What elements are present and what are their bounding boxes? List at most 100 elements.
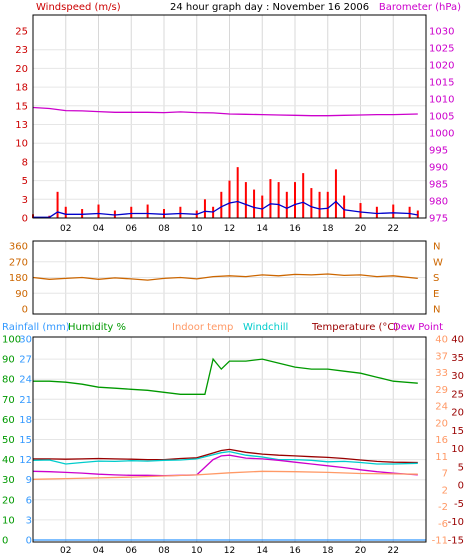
direction-tick-270: 270 — [9, 257, 28, 268]
temp-inner-tick-20: 20 — [435, 418, 448, 429]
temp-tick-20: 20 — [451, 408, 464, 419]
humidity-tick-10: 10 — [2, 515, 15, 526]
temp-inner-tick-7: 7 — [442, 469, 448, 480]
baro-tick-980: 980 — [429, 197, 448, 208]
temp-tick-30: 30 — [451, 371, 464, 382]
wind-baro-series — [32, 106, 419, 218]
temp-humidity-frame — [32, 336, 427, 543]
humidity-line — [33, 357, 418, 395]
legend-humidity: Humidity % — [68, 322, 126, 333]
direction-degree-labels: 360 270 180 90 0 — [9, 242, 28, 316]
baro-tick-985: 985 — [429, 180, 448, 191]
humidity-tick-20: 20 — [2, 495, 15, 506]
x-tick-label-22: 22 — [388, 224, 399, 234]
rain-tick-30: 30 — [19, 335, 32, 346]
baro-tick-990: 990 — [429, 163, 448, 174]
temp-inner-tick-2: 2 — [442, 485, 448, 496]
rain-tick-12: 12 — [19, 455, 32, 466]
windchill-line — [32, 450, 418, 465]
baro-tick-1015: 1015 — [429, 78, 454, 89]
rain-tick-3: 3 — [26, 515, 32, 526]
wind-direction-frame — [32, 240, 427, 315]
rain-tick-15: 15 — [19, 435, 32, 446]
rain-tick-0: 0 — [26, 536, 32, 547]
compass-tick-e: E — [433, 289, 439, 300]
wind-direction-series — [32, 273, 418, 281]
legend-windchill: Windchill — [243, 322, 288, 333]
compass-tick-n: N — [433, 305, 440, 316]
humidity-tick-80: 80 — [2, 375, 15, 386]
compass-tick-n: N — [433, 242, 440, 253]
wind-speed-m-s-line — [33, 200, 418, 218]
baro-tick-1025: 1025 — [429, 44, 454, 55]
baro-tick-995: 995 — [429, 146, 448, 157]
baro-tick-1010: 1010 — [429, 95, 454, 106]
temp-inner-tick-24: 24 — [435, 402, 448, 413]
wind-tick-20: 20 — [15, 64, 28, 75]
compass-tick-w: W — [433, 257, 443, 268]
dew-point-line — [32, 454, 418, 477]
direction-tick-360: 360 — [9, 242, 28, 253]
x-tick-label-02: 02 — [60, 224, 71, 234]
barometer-hpa-line — [32, 106, 418, 117]
humidity-tick-100: 100 — [2, 335, 21, 346]
baro-tick-975: 975 — [429, 214, 448, 225]
x-tick-label-10: 10 — [191, 224, 203, 234]
temperature-tick-labels: 40 35 30 25 20 15 10 5 0 -5 -10 -15 — [448, 335, 464, 547]
wind-baro-frame — [32, 14, 427, 219]
x-tick-label-20: 20 — [355, 224, 367, 234]
rain-tick-21: 21 — [19, 395, 32, 406]
x-tick-label-14: 14 — [257, 224, 269, 234]
temp-inner-tick-16: 16 — [435, 435, 448, 446]
barometer-tick-labels: 1030 1025 1020 1015 1010 1005 1000 995 990 985 980… — [429, 27, 454, 225]
legend-temperature: Temperature (°C) — [311, 322, 398, 333]
wind-baro-panel: Windspeed (m/s) 24 hour graph day : Nove… — [15, 2, 461, 234]
temp-inner-tick-2: -2 — [438, 502, 448, 513]
legend-indoor-temp: Indoor temp — [172, 322, 233, 333]
temp-humidity-time-labels: 02 04 06 08 10 12 14 16 18 20 22 — [60, 546, 399, 556]
rain-tick-24: 24 — [19, 375, 32, 386]
baro-tick-1030: 1030 — [429, 27, 454, 38]
humidity-tick-90: 90 — [2, 355, 15, 366]
temp-inner-tick-11: 11 — [435, 452, 448, 463]
wind-tick-13: 13 — [15, 120, 28, 131]
x-tick-label-04: 04 — [93, 224, 105, 234]
temp-inner-tick-37: 37 — [435, 351, 448, 362]
x-tick-label-06: 06 — [126, 546, 138, 556]
wind-tick-15: 15 — [15, 101, 28, 112]
temp-tick-0: 0 — [458, 481, 464, 492]
temp-inner-tick-33: 33 — [435, 368, 448, 379]
graph-title: 24 hour graph day : November 16 2006 — [170, 2, 369, 13]
temp-tick-15: 15 — [451, 426, 464, 437]
temperature-c-line — [33, 448, 418, 464]
indoor-temp-line — [32, 470, 418, 480]
humidity-tick-30: 30 — [2, 475, 15, 486]
x-tick-label-08: 08 — [158, 224, 170, 234]
humidity-tick-0: 0 — [2, 536, 8, 547]
temp-tick-15: -15 — [448, 536, 464, 547]
x-tick-label-20: 20 — [355, 546, 367, 556]
x-tick-label-04: 04 — [93, 546, 105, 556]
wind-tick-5: 5 — [22, 176, 28, 187]
baro-tick-1005: 1005 — [429, 112, 454, 123]
temp-tick-5: 5 — [458, 462, 464, 473]
x-tick-label-14: 14 — [257, 546, 269, 556]
direction-tick-180: 180 — [9, 273, 28, 284]
wind-baro-grid — [33, 15, 426, 218]
temp-tick-5: -5 — [454, 499, 464, 510]
wind-tick-23: 23 — [15, 45, 28, 56]
wind-direction-line — [32, 273, 418, 281]
temp-tick-10: -10 — [448, 517, 464, 528]
humidity-tick-70: 70 — [2, 395, 15, 406]
x-tick-label-12: 12 — [224, 546, 235, 556]
x-tick-label-16: 16 — [289, 546, 301, 556]
temp-inner-tick-11: -11 — [432, 536, 448, 547]
wind-tick-8: 8 — [22, 157, 28, 168]
rain-tick-6: 6 — [26, 495, 32, 506]
wind-tick-18: 18 — [15, 83, 28, 94]
